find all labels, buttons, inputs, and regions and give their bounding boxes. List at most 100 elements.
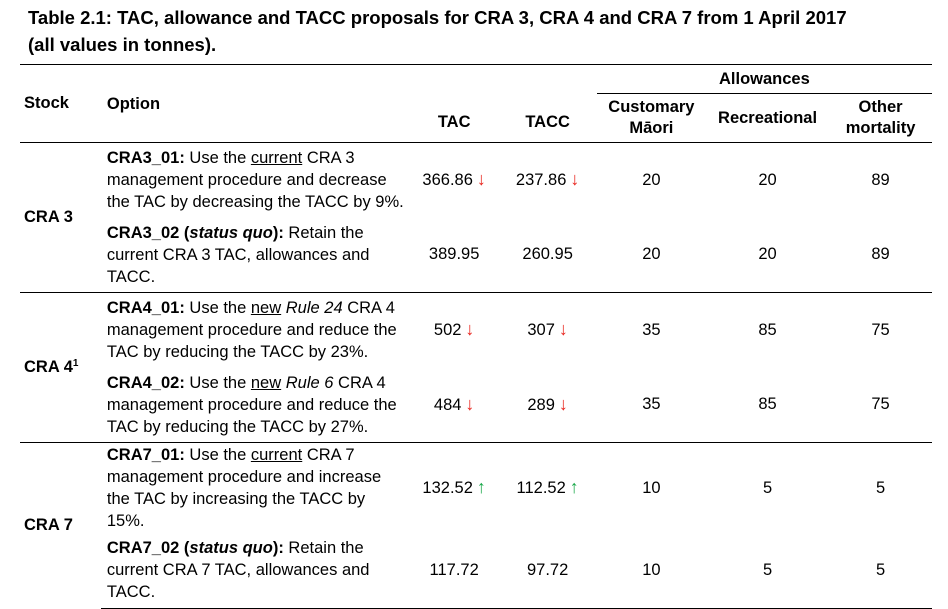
option-code-status: status quo <box>189 223 273 242</box>
option-text: Use the <box>184 149 251 168</box>
customary-cell: 35 <box>596 292 706 368</box>
recreational-cell: 85 <box>758 395 777 414</box>
down-arrow-icon: ↓ <box>465 319 475 340</box>
option-text: Retain the current CRA 3 TAC, allowances… <box>106 223 370 286</box>
down-arrow-icon: ↓ <box>558 319 568 340</box>
tac-value: 389.95 <box>428 245 480 264</box>
tac-cell: 502 ↓ <box>409 292 499 368</box>
option-code: CRA4_02: <box>106 373 185 392</box>
tac-cell: 132.52 ↑ <box>409 442 499 533</box>
option-cell: CRA4_02: Use the new Rule 6 CRA 4 manage… <box>101 368 410 443</box>
down-arrow-icon: ↓ <box>465 393 475 414</box>
tacc-cell: 97.72 <box>498 533 597 609</box>
header-row-1: Stock Option TAC TACC Allowances <box>20 64 932 143</box>
other-mortality-cell: 5 <box>829 533 932 609</box>
other-mortality-cell: 75 <box>829 292 932 368</box>
option-underlined: new <box>250 299 282 318</box>
down-arrow-icon: ↓ <box>558 393 568 414</box>
option-underlined: new <box>250 373 282 392</box>
other-mortality-cell: 75 <box>871 395 890 414</box>
option-header: Option <box>100 64 410 143</box>
option-underlined: current <box>250 446 303 464</box>
table-row: CRA3_02 (status quo): Retain the current… <box>20 218 932 293</box>
tac-value: 366.86 <box>422 171 473 190</box>
tacc-cell: 237.86 ↓ <box>498 142 597 218</box>
option-text-rest: CRA 4 management procedure and reduce th… <box>106 299 397 362</box>
option-code-status: status quo <box>189 539 273 558</box>
option-cell: CRA7_02 (status quo): Retain the current… <box>100 533 410 609</box>
option-code: CRA3_01: <box>106 149 185 168</box>
table-row: CRA 3 CRA3_01: Use the current CRA 3 mana… <box>20 142 932 293</box>
down-arrow-icon: ↓ <box>476 169 486 190</box>
option-code: CRA7_01: <box>106 446 185 464</box>
header-row-2: Customary Māori Recreational Other morta… <box>20 93 932 143</box>
stock-cell: CRA 41 <box>20 292 101 443</box>
option-code-end: ): <box>272 539 284 558</box>
option-cell: CRA7_01: Use the current CRA 7 managemen… <box>100 442 410 533</box>
option-text-rest: CRA 3 management procedure and decrease … <box>106 149 404 212</box>
other-mortality-cell: 89 <box>829 142 932 218</box>
customary-header-line-1: Customary <box>608 98 695 116</box>
option-cell: CRA3_01: Use the current CRA 3 managemen… <box>100 142 410 218</box>
table-caption-line-2: (all values in tonnes). <box>28 34 217 55</box>
option-text: Retain the current CRA 7 TAC, allowances… <box>106 539 370 602</box>
option-code: CRA3_02 ( <box>106 223 190 242</box>
option-underlined: current <box>250 149 303 168</box>
tacc-value: 97.72 <box>526 560 569 579</box>
stock-name: CRA 3 <box>24 208 73 226</box>
table-row: CRA7_02 (status quo): Retain the current… <box>20 533 932 609</box>
recreational-cell: 20 <box>758 245 777 264</box>
tac-value: 484 <box>433 395 462 414</box>
tac-cell: 117.72 <box>409 533 499 609</box>
table-row: CRA 41 CRA4_01: Use the new Rule 24 CRA 4… <box>20 292 932 443</box>
customary-header-line-2: Māori <box>629 119 674 137</box>
tacc-value: 237.86 <box>515 171 567 190</box>
tac-cell: 484 ↓ <box>410 368 499 443</box>
stock-header: Stock <box>20 64 101 143</box>
option-text: Use the <box>184 299 251 318</box>
stock-footnote-marker: 1 <box>72 358 79 369</box>
stock-name: CRA 7 <box>24 516 73 534</box>
tac-value: 117.72 <box>429 560 479 579</box>
tac-value: 132.52 <box>422 479 473 497</box>
stock-cell: CRA 3 <box>20 142 101 293</box>
tacc-cell: 307 ↓ <box>498 292 597 368</box>
option-code: CRA4_01: <box>106 299 185 318</box>
customary-cell: 10 <box>596 442 706 533</box>
customary-cell: 20 <box>596 142 706 218</box>
tacc-cell: 112.52 ↑ <box>498 442 597 533</box>
customary-cell: 35 <box>642 395 661 414</box>
table-caption: Table 2.1: TAC, allowance and TACC propo… <box>28 4 928 58</box>
tac-value: 502 <box>433 321 462 340</box>
option-code: CRA7_02 ( <box>106 539 190 558</box>
option-rule: Rule 6 <box>285 373 334 392</box>
up-arrow-icon: ↑ <box>569 477 579 497</box>
customary-cell: 20 <box>642 245 661 264</box>
down-arrow-icon: ↓ <box>570 169 580 190</box>
option-text: Use the <box>184 446 251 464</box>
table-row: CRA 7 CRA7_01: Use the current CRA 7 mana… <box>20 442 932 608</box>
tac-proposals-table: Stock Option TAC TACC Allowances Customa… <box>20 64 932 609</box>
recreational-cell: 5 <box>705 533 830 609</box>
option-cell: CRA3_02 (status quo): Retain the current… <box>101 218 410 293</box>
table-caption-line-1: Table 2.1: TAC, allowance and TACC propo… <box>28 7 847 28</box>
recreational-cell: 85 <box>705 292 830 368</box>
stock-name: CRA 4 <box>24 358 73 376</box>
tacc-value: 289 <box>527 395 555 414</box>
other-header-line-2: mortality <box>845 119 916 137</box>
tacc-value: 112.52 <box>516 479 566 497</box>
tac-header: TAC <box>409 64 499 143</box>
customary-cell: 10 <box>596 533 706 609</box>
tac-cell: 389.95 <box>410 218 499 293</box>
recreational-cell: 20 <box>705 142 830 218</box>
other-header-line-1: Other <box>858 98 903 116</box>
allowances-header: Allowances <box>596 64 932 94</box>
tacc-value: 307 <box>527 321 555 340</box>
table-row: CRA4_02: Use the new Rule 6 CRA 4 manage… <box>20 368 932 443</box>
option-code-end: ): <box>272 223 284 242</box>
customary-maori-header: Customary Māori <box>596 93 706 143</box>
option-rule: Rule 24 <box>285 299 343 318</box>
option-text-rest: CRA 4 management procedure and reduce th… <box>106 373 397 436</box>
tacc-value: 260.95 <box>522 245 573 264</box>
option-text: Use the <box>184 373 251 392</box>
